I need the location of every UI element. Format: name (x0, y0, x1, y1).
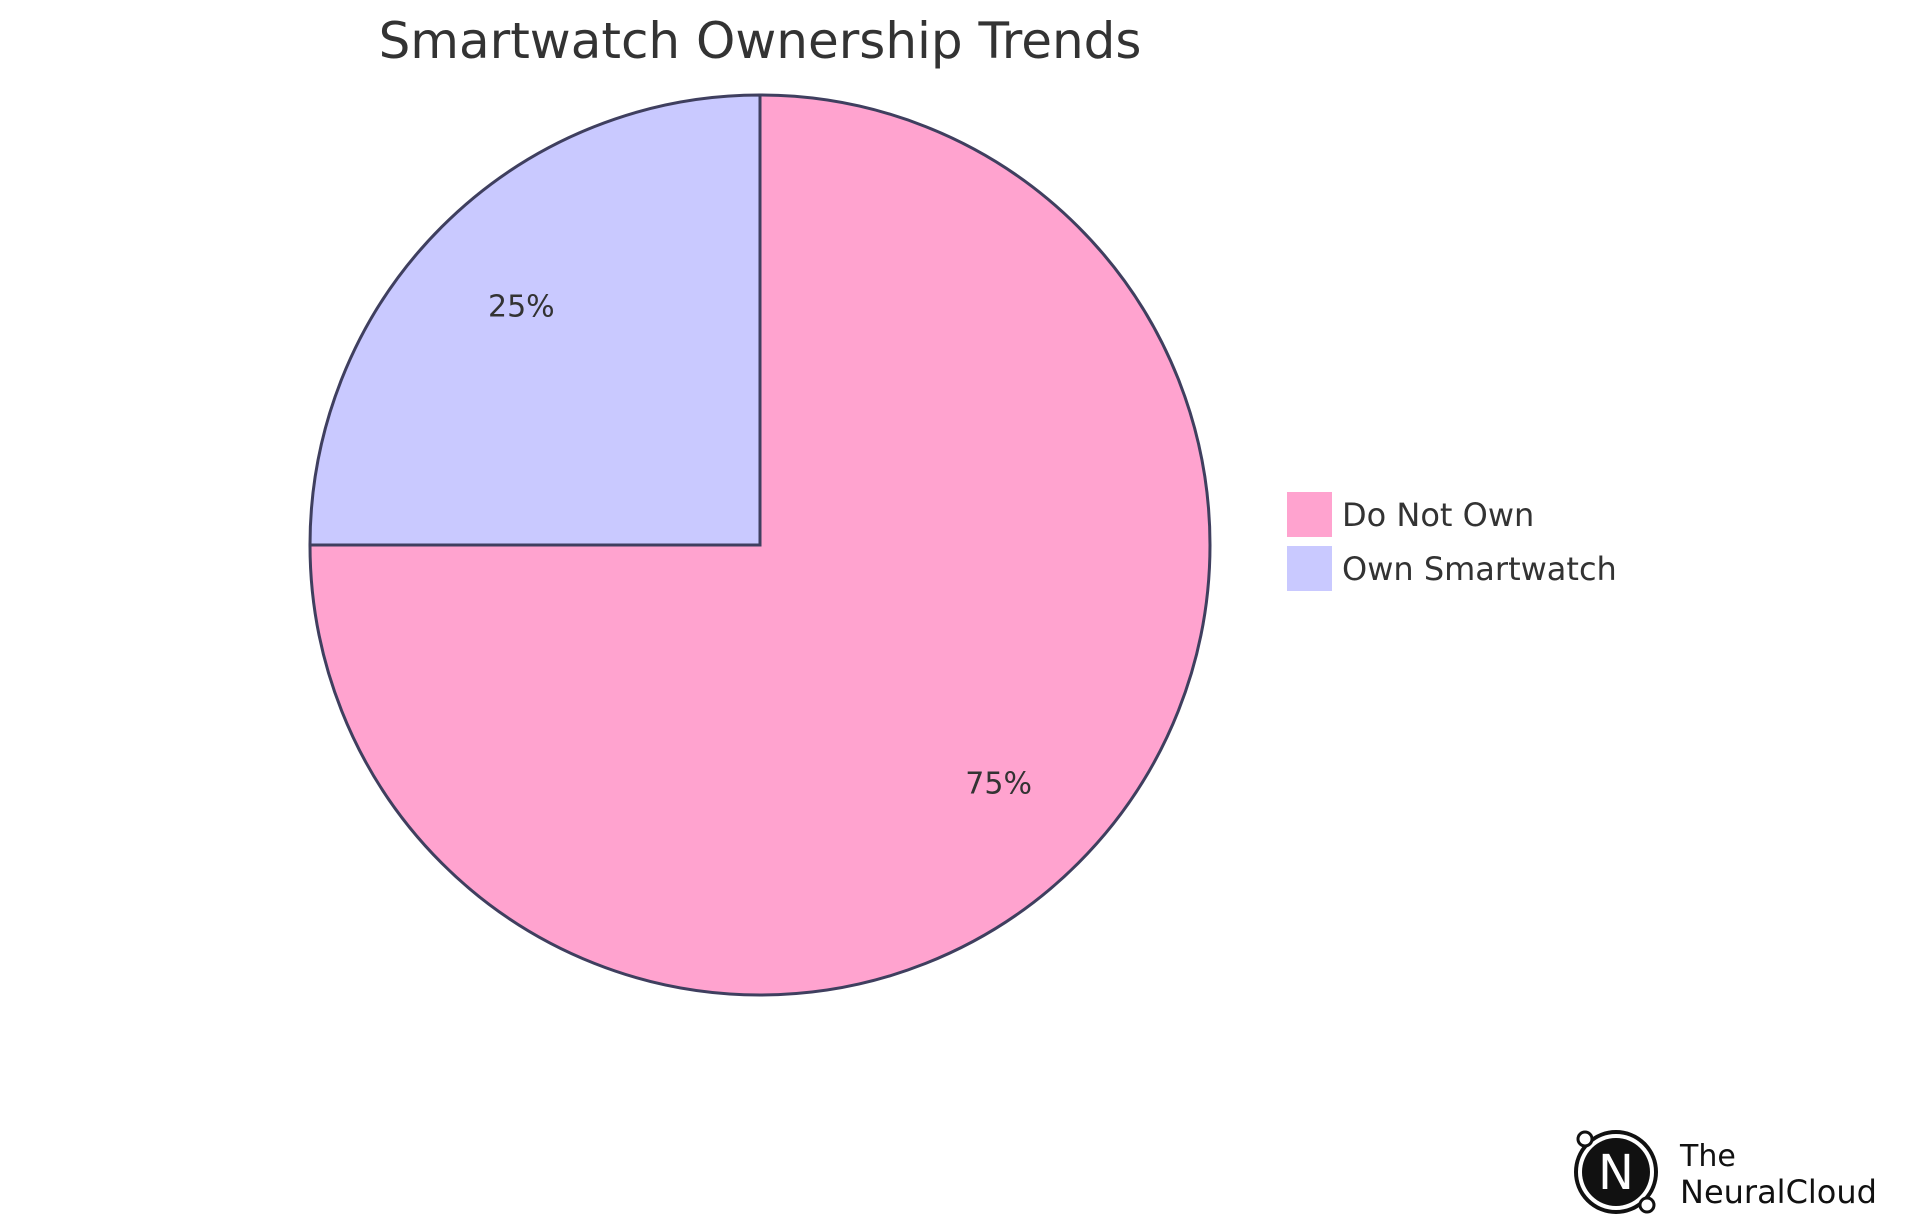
pie-slices (308, 93, 1212, 997)
neuralcloud-logo-icon: N (1574, 1130, 1658, 1214)
watermark-line1: The (1679, 1139, 1736, 1174)
watermark-line2: NeuralCloud (1680, 1173, 1877, 1211)
legend: Do Not Own Own Smartwatch (1287, 492, 1617, 591)
slice-value-label: 75% (965, 767, 1032, 802)
slice-value-label: 25% (488, 289, 555, 324)
chart-title: Smartwatch Ownership Trends (379, 12, 1142, 70)
legend-label: Own Smartwatch (1342, 550, 1617, 588)
legend-item-do-not-own: Do Not Own (1287, 492, 1534, 537)
legend-swatch (1287, 492, 1332, 537)
watermark: N The NeuralCloud (1574, 1130, 1877, 1214)
pie-slice-own-smartwatch (308, 93, 762, 547)
legend-label: Do Not Own (1342, 496, 1534, 534)
pie-slice-labels: 75% 25% (488, 289, 1032, 801)
legend-swatch (1287, 546, 1332, 591)
legend-item-own-smartwatch: Own Smartwatch (1287, 546, 1617, 591)
logo-letter: N (1598, 1145, 1634, 1201)
